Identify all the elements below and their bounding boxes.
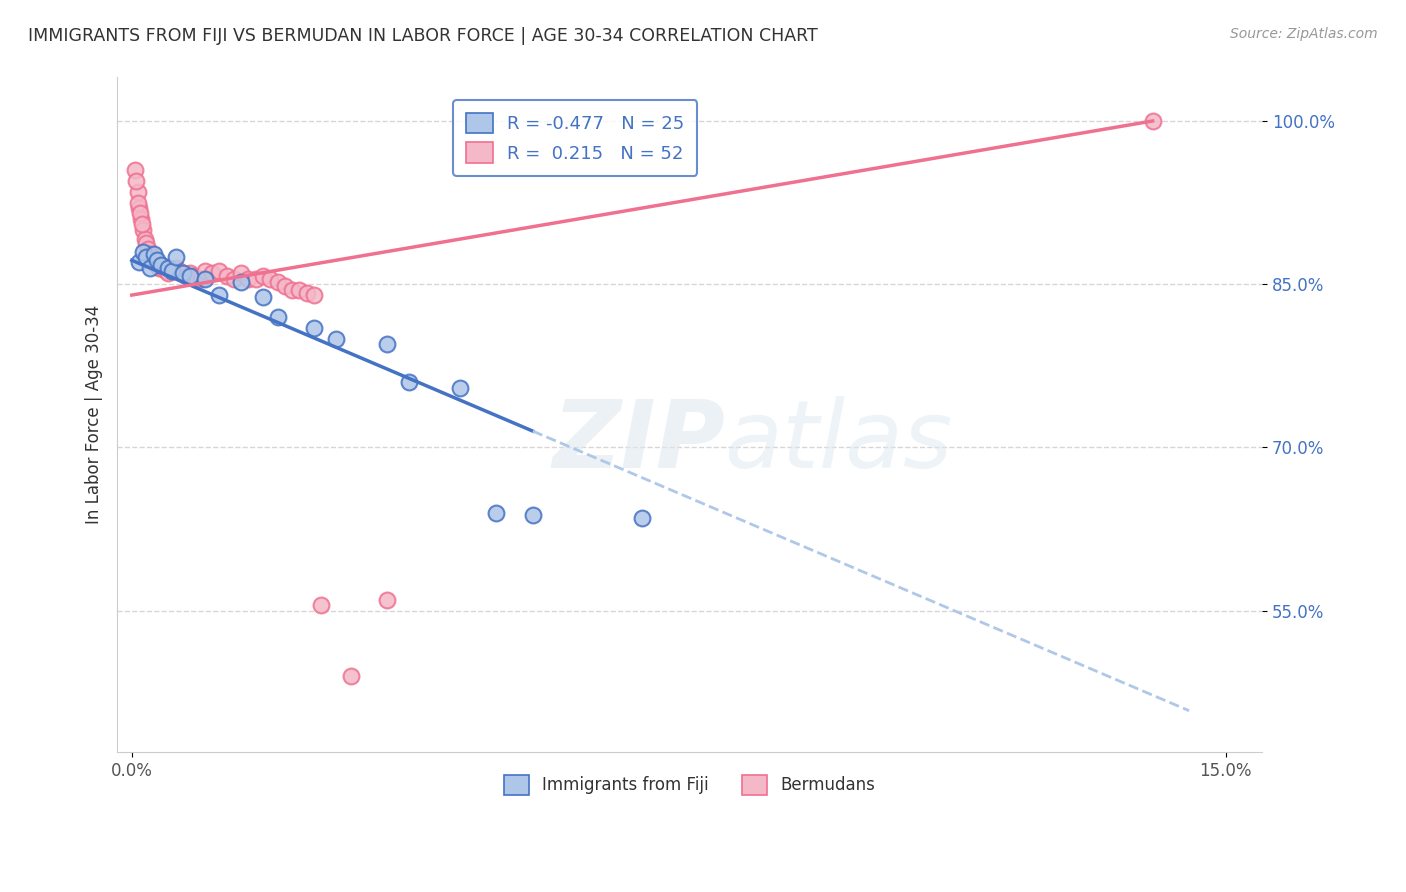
Point	[128, 206, 150, 220]
Point	[311, 599, 333, 613]
Point	[179, 268, 201, 283]
Point	[125, 174, 148, 188]
Point	[142, 253, 165, 268]
Point	[252, 290, 274, 304]
Point	[128, 201, 150, 215]
Point	[157, 266, 180, 280]
Point	[201, 266, 224, 280]
Point	[179, 266, 201, 280]
Point	[295, 285, 318, 300]
Point	[222, 272, 245, 286]
Point	[375, 592, 398, 607]
Point	[194, 272, 217, 286]
Point	[160, 264, 183, 278]
Point	[132, 244, 155, 259]
Point	[152, 260, 174, 275]
Point	[375, 337, 398, 351]
Point	[288, 283, 311, 297]
Point	[127, 195, 149, 210]
Point	[146, 258, 169, 272]
Point	[131, 218, 153, 232]
Text: atlas: atlas	[724, 396, 952, 487]
Text: IMMIGRANTS FROM FIJI VS BERMUDAN IN LABOR FORCE | AGE 30-34 CORRELATION CHART: IMMIGRANTS FROM FIJI VS BERMUDAN IN LABO…	[28, 27, 818, 45]
Point	[522, 508, 544, 522]
Point	[183, 268, 205, 283]
Point	[132, 223, 155, 237]
Point	[176, 268, 198, 283]
Point	[172, 266, 194, 280]
Legend: Immigrants from Fiji, Bermudans: Immigrants from Fiji, Bermudans	[494, 765, 886, 805]
Point	[245, 272, 267, 286]
Point	[281, 283, 304, 297]
Point	[128, 255, 150, 269]
Point	[127, 185, 149, 199]
Point	[141, 250, 163, 264]
Point	[139, 246, 162, 260]
Point	[156, 264, 179, 278]
Point	[153, 263, 176, 277]
Point	[124, 163, 146, 178]
Point	[142, 246, 165, 260]
Point	[194, 264, 217, 278]
Point	[186, 270, 208, 285]
Point	[631, 511, 654, 525]
Point	[160, 264, 183, 278]
Point	[339, 669, 361, 683]
Point	[266, 275, 288, 289]
Point	[139, 260, 162, 275]
Point	[149, 258, 172, 272]
Point	[143, 255, 166, 269]
Y-axis label: In Labor Force | Age 30-34: In Labor Force | Age 30-34	[86, 305, 103, 524]
Point	[259, 272, 281, 286]
Point	[449, 381, 471, 395]
Point	[129, 211, 152, 226]
Point	[167, 264, 190, 278]
Point	[135, 235, 157, 250]
Point	[1142, 114, 1164, 128]
Point	[208, 288, 231, 302]
Text: ZIP: ZIP	[553, 396, 725, 488]
Point	[266, 310, 288, 324]
Text: Source: ZipAtlas.com: Source: ZipAtlas.com	[1230, 27, 1378, 41]
Point	[134, 231, 156, 245]
Point	[157, 260, 180, 275]
Point	[485, 506, 508, 520]
Point	[274, 279, 297, 293]
Point	[148, 260, 170, 275]
Point	[172, 266, 194, 280]
Point	[231, 266, 253, 280]
Point	[165, 260, 187, 275]
Point	[149, 258, 172, 272]
Point	[190, 272, 212, 286]
Point	[215, 268, 238, 283]
Point	[325, 332, 347, 346]
Point	[135, 250, 157, 264]
Point	[165, 250, 187, 264]
Point	[302, 320, 325, 334]
Point	[252, 268, 274, 283]
Point	[231, 275, 253, 289]
Point	[208, 264, 231, 278]
Point	[136, 243, 159, 257]
Point	[146, 253, 169, 268]
Point	[238, 272, 260, 286]
Point	[398, 375, 420, 389]
Point	[302, 288, 325, 302]
